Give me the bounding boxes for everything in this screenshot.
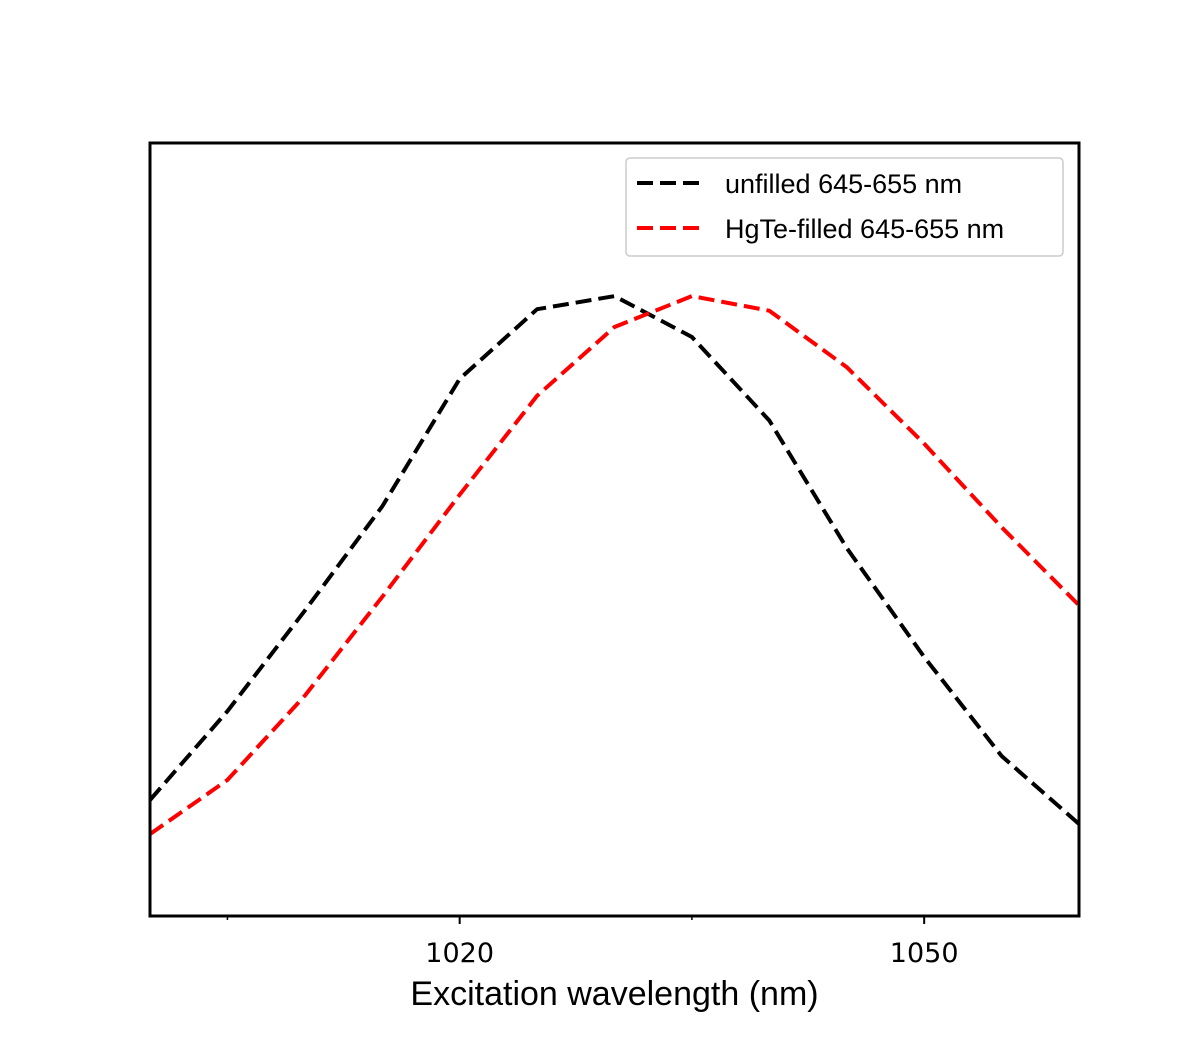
x-axis: 1020 1050 Excitation wavelength (nm) [226, 916, 959, 1013]
plot-frame [148, 141, 1081, 918]
legend-box [625, 157, 1064, 257]
legend: unfilled 645-655 nm HgTe-filled 645-655 … [625, 157, 1064, 257]
x-tick-label: 1050 [890, 938, 959, 969]
legend-label-hgte-filled: HgTe-filled 645-655 nm [725, 214, 1004, 244]
plot-area [148, 141, 1081, 918]
series-line-unfilled [148, 294, 1081, 826]
series-line-hgte-filled [148, 294, 1081, 836]
x-axis-title: Excitation wavelength (nm) [410, 975, 818, 1013]
legend-label-unfilled: unfilled 645-655 nm [725, 169, 962, 199]
x-tick-label: 1020 [425, 938, 494, 969]
series-layer [148, 294, 1081, 836]
x-ticks: 1020 1050 [226, 916, 959, 969]
